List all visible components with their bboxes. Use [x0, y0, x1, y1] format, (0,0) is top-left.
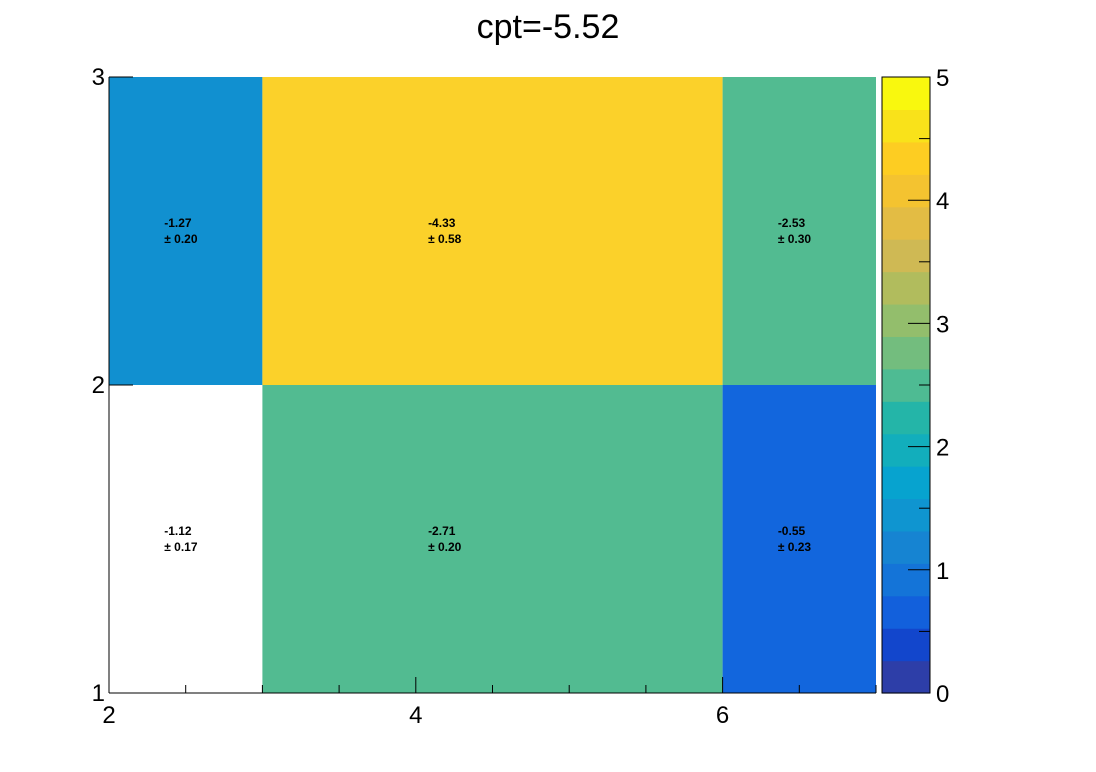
palette-swatch — [882, 563, 930, 597]
palette-swatch — [882, 206, 930, 240]
palette-swatch — [882, 498, 930, 532]
cell-value-label: -2.53 — [778, 216, 806, 230]
palette-swatch — [882, 660, 930, 694]
heatmap-cell — [262, 77, 723, 385]
palette-tick-label: 5 — [936, 65, 949, 92]
cell-error-label: ± 0.20 — [164, 232, 198, 246]
palette-swatch — [882, 174, 930, 208]
x-tick-label: 2 — [102, 702, 115, 729]
palette-tick-label: 2 — [936, 435, 949, 462]
cell-value-label: -4.33 — [428, 216, 456, 230]
palette-swatch — [882, 433, 930, 467]
cell-error-label: ± 0.30 — [778, 232, 812, 246]
heatmap-cell — [109, 77, 263, 385]
y-tick-label: 1 — [92, 680, 105, 707]
palette-swatch — [882, 336, 930, 370]
x-tick-label: 4 — [409, 702, 422, 729]
color-scale: 0 1 2 3 4 5 — [881, 65, 949, 708]
palette-swatch — [882, 239, 930, 273]
palette-swatch — [882, 77, 930, 111]
palette-tick-label: 3 — [936, 311, 949, 338]
x-tick-label: 6 — [716, 702, 729, 729]
palette-tick-label: 4 — [936, 188, 949, 215]
cell-error-label: ± 0.17 — [164, 540, 198, 554]
chart-title: cpt=-5.52 — [477, 8, 620, 46]
cell-error-label: ± 0.58 — [428, 232, 462, 246]
palette-swatch — [882, 530, 930, 564]
cell-value-label: -2.71 — [428, 524, 456, 538]
palette-swatch — [882, 109, 930, 143]
heatmap-cells: -1.27 ± 0.20 -4.33 ± 0.58 -2.53 ± 0.30 -1.12 ± … — [109, 77, 876, 693]
cell-value-label: -1.12 — [164, 524, 192, 538]
palette-swatch — [882, 271, 930, 305]
palette-swatch — [882, 595, 930, 629]
palette-swatch — [882, 401, 930, 435]
cell-value-label: -0.55 — [778, 524, 806, 538]
y-tick-label: 3 — [92, 64, 105, 91]
palette-swatch — [882, 466, 930, 500]
palette-swatch — [882, 628, 930, 662]
cell-error-label: ± 0.20 — [428, 540, 462, 554]
palette-tick-label: 0 — [936, 681, 949, 708]
heatmap-cell — [262, 385, 723, 693]
heatmap-cell — [109, 385, 263, 693]
heatmap-cell — [722, 77, 876, 385]
palette-tick-label: 1 — [936, 558, 949, 585]
y-tick-label: 2 — [92, 372, 105, 399]
palette-swatch — [882, 141, 930, 175]
cell-value-label: -1.27 — [164, 216, 192, 230]
cell-error-label: ± 0.23 — [778, 540, 812, 554]
heatmap-cell — [722, 385, 876, 693]
palette-swatch — [882, 303, 930, 337]
